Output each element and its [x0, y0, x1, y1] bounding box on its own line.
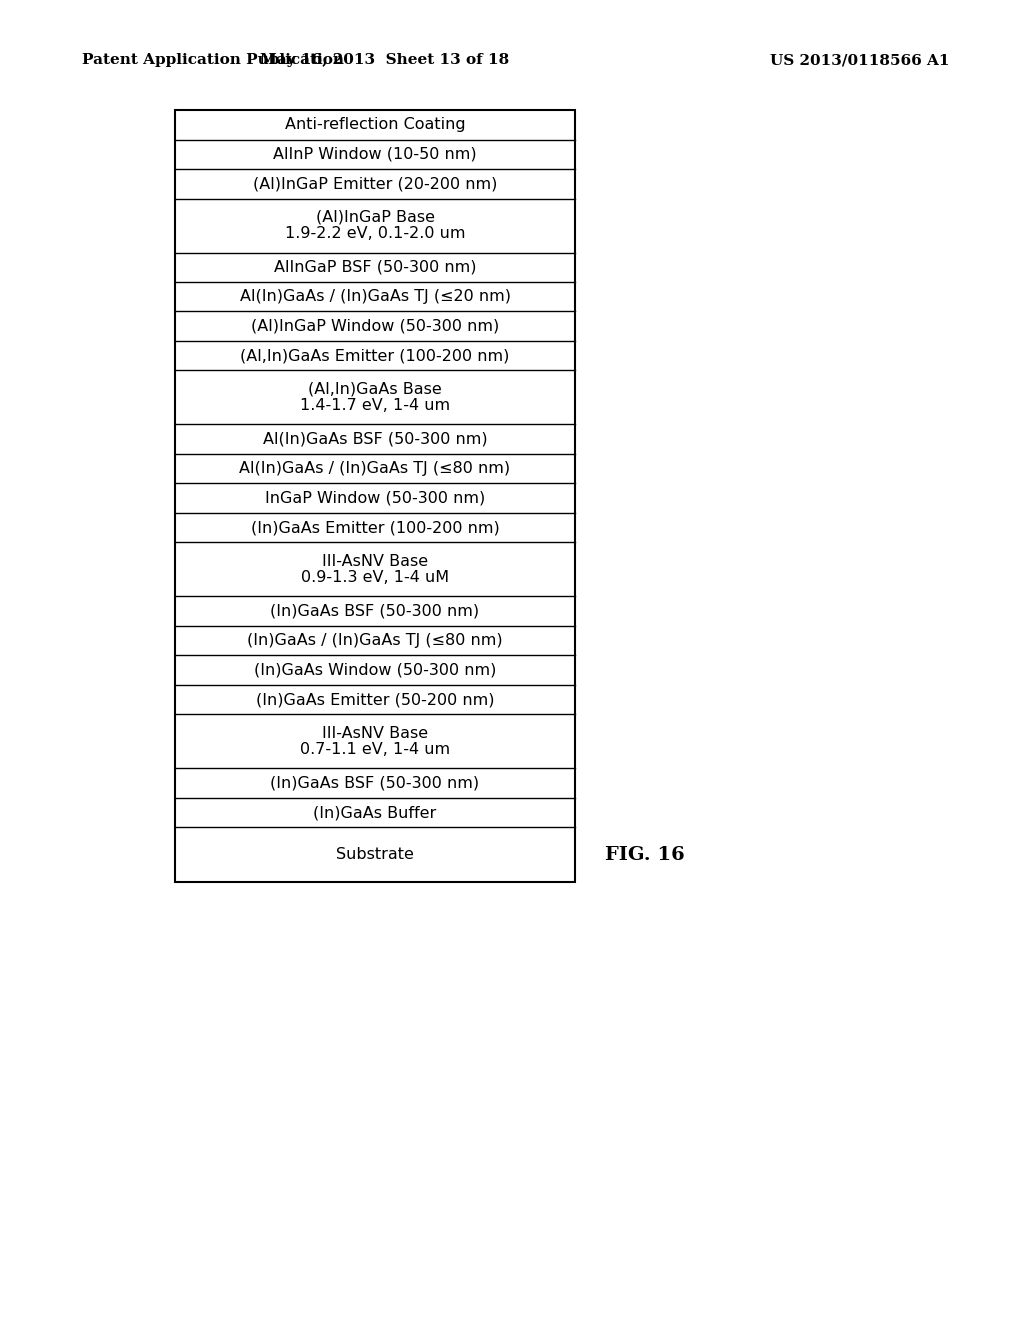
Text: Substrate: Substrate [336, 847, 414, 862]
Text: Al(In)GaAs / (In)GaAs TJ (≤20 nm): Al(In)GaAs / (In)GaAs TJ (≤20 nm) [240, 289, 511, 304]
Text: (Al,In)GaAs Emitter (100-200 nm): (Al,In)GaAs Emitter (100-200 nm) [241, 348, 510, 363]
Text: (Al)InGaP Window (50-300 nm): (Al)InGaP Window (50-300 nm) [251, 318, 499, 334]
Text: Patent Application Publication: Patent Application Publication [82, 53, 344, 67]
Text: 1.9-2.2 eV, 0.1-2.0 um: 1.9-2.2 eV, 0.1-2.0 um [285, 226, 465, 242]
Text: AlInP Window (10-50 nm): AlInP Window (10-50 nm) [273, 147, 477, 162]
Text: (Al,In)GaAs Base: (Al,In)GaAs Base [308, 381, 442, 396]
Text: AlInGaP BSF (50-300 nm): AlInGaP BSF (50-300 nm) [273, 260, 476, 275]
Text: Anti-reflection Coating: Anti-reflection Coating [285, 117, 465, 132]
Text: Al(In)GaAs BSF (50-300 nm): Al(In)GaAs BSF (50-300 nm) [263, 432, 487, 446]
Text: III-AsNV Base: III-AsNV Base [322, 726, 428, 741]
Text: (In)GaAs / (In)GaAs TJ (≤80 nm): (In)GaAs / (In)GaAs TJ (≤80 nm) [247, 634, 503, 648]
Text: (In)GaAs Emitter (100-200 nm): (In)GaAs Emitter (100-200 nm) [251, 520, 500, 535]
Text: (In)GaAs Window (50-300 nm): (In)GaAs Window (50-300 nm) [254, 663, 497, 677]
Text: FIG. 16: FIG. 16 [605, 846, 685, 863]
Text: III-AsNV Base: III-AsNV Base [322, 553, 428, 569]
Text: Al(In)GaAs / (In)GaAs TJ (≤80 nm): Al(In)GaAs / (In)GaAs TJ (≤80 nm) [240, 461, 511, 477]
Text: 0.7-1.1 eV, 1-4 um: 0.7-1.1 eV, 1-4 um [300, 742, 451, 758]
Text: 0.9-1.3 eV, 1-4 uM: 0.9-1.3 eV, 1-4 uM [301, 570, 450, 585]
Text: 1.4-1.7 eV, 1-4 um: 1.4-1.7 eV, 1-4 um [300, 399, 451, 413]
Text: (In)GaAs BSF (50-300 nm): (In)GaAs BSF (50-300 nm) [270, 603, 479, 619]
Text: (Al)InGaP Base: (Al)InGaP Base [315, 210, 434, 224]
Text: (Al)InGaP Emitter (20-200 nm): (Al)InGaP Emitter (20-200 nm) [253, 177, 498, 191]
Text: US 2013/0118566 A1: US 2013/0118566 A1 [770, 53, 950, 67]
Bar [175, 110, 575, 882]
Text: May 16, 2013  Sheet 13 of 18: May 16, 2013 Sheet 13 of 18 [260, 53, 510, 67]
Text: (In)GaAs BSF (50-300 nm): (In)GaAs BSF (50-300 nm) [270, 776, 479, 791]
Text: (In)GaAs Buffer: (In)GaAs Buffer [313, 805, 436, 820]
Text: (In)GaAs Emitter (50-200 nm): (In)GaAs Emitter (50-200 nm) [256, 692, 495, 708]
Text: InGaP Window (50-300 nm): InGaP Window (50-300 nm) [265, 491, 485, 506]
